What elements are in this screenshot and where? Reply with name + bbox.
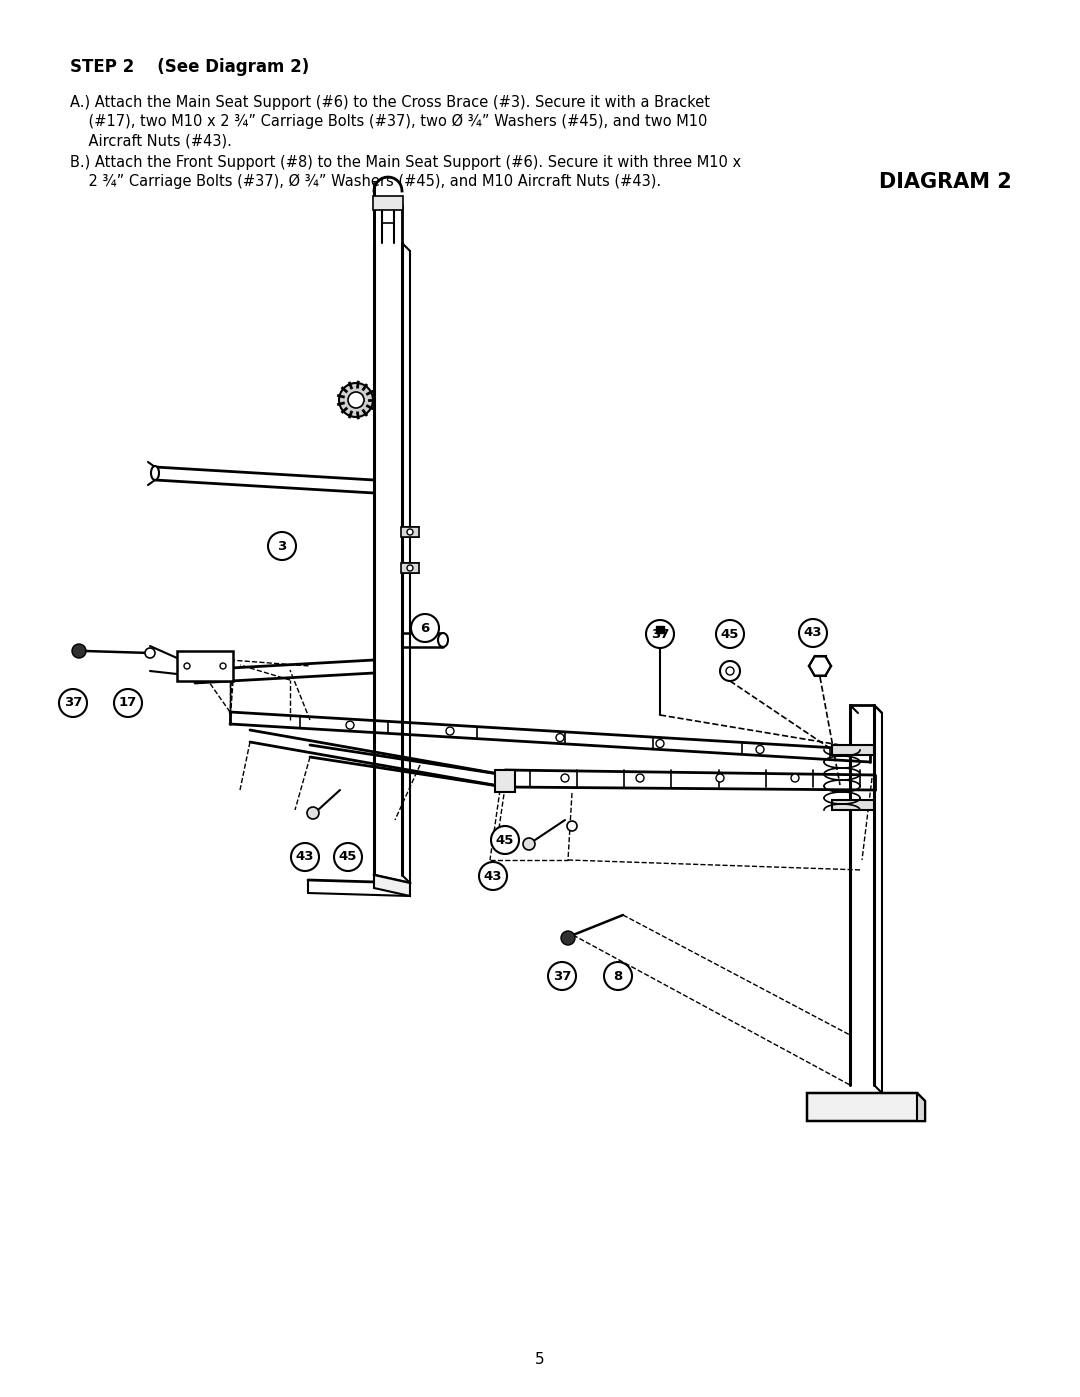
Text: 43: 43	[804, 626, 822, 640]
Circle shape	[561, 774, 569, 782]
Circle shape	[339, 383, 373, 416]
Text: 2 ¾” Carriage Bolts (#37), Ø ¾” Washers (#45), and M10 Aircraft Nuts (#43).: 2 ¾” Carriage Bolts (#37), Ø ¾” Washers …	[70, 175, 661, 190]
Circle shape	[523, 838, 535, 849]
Text: A.) Attach the Main Seat Support (#6) to the Cross Brace (#3). Secure it with a : A.) Attach the Main Seat Support (#6) to…	[70, 95, 710, 110]
Text: 37: 37	[553, 970, 571, 982]
Text: 17: 17	[119, 697, 137, 710]
Circle shape	[567, 821, 577, 831]
Text: 37: 37	[651, 627, 670, 640]
Circle shape	[446, 726, 454, 735]
Circle shape	[407, 564, 413, 571]
Text: 43: 43	[296, 851, 314, 863]
Circle shape	[480, 862, 507, 890]
Polygon shape	[832, 745, 874, 754]
Text: 3: 3	[278, 539, 286, 552]
Polygon shape	[809, 657, 831, 676]
Circle shape	[72, 644, 86, 658]
Text: DIAGRAM 2: DIAGRAM 2	[879, 172, 1012, 191]
Circle shape	[334, 842, 362, 870]
Circle shape	[656, 739, 664, 747]
Bar	[401, 527, 419, 536]
Text: B.) Attach the Front Support (#8) to the Main Seat Support (#6). Secure it with : B.) Attach the Front Support (#8) to the…	[70, 155, 741, 170]
Circle shape	[291, 842, 319, 870]
Circle shape	[556, 733, 564, 742]
Text: 5: 5	[536, 1352, 544, 1368]
Ellipse shape	[438, 633, 448, 647]
Polygon shape	[832, 800, 874, 810]
Circle shape	[491, 826, 519, 854]
Circle shape	[720, 661, 740, 680]
Circle shape	[716, 774, 724, 782]
Circle shape	[636, 774, 644, 782]
Bar	[656, 626, 664, 633]
Text: 43: 43	[484, 869, 502, 883]
Text: 45: 45	[496, 834, 514, 847]
Circle shape	[407, 529, 413, 535]
Bar	[401, 563, 419, 573]
Polygon shape	[374, 875, 410, 895]
Text: 8: 8	[613, 970, 623, 982]
Circle shape	[114, 689, 141, 717]
Text: 45: 45	[339, 851, 357, 863]
Circle shape	[791, 774, 799, 782]
Circle shape	[561, 930, 575, 944]
Circle shape	[716, 620, 744, 648]
Circle shape	[346, 721, 354, 729]
Polygon shape	[177, 651, 233, 680]
Text: Aircraft Nuts (#43).: Aircraft Nuts (#43).	[70, 133, 232, 148]
Text: 37: 37	[64, 697, 82, 710]
Circle shape	[548, 963, 576, 990]
Polygon shape	[495, 770, 515, 792]
Circle shape	[348, 393, 364, 408]
Circle shape	[220, 664, 226, 669]
Circle shape	[307, 807, 319, 819]
Circle shape	[726, 666, 734, 675]
Ellipse shape	[151, 467, 159, 481]
Text: 6: 6	[420, 622, 430, 634]
Circle shape	[268, 532, 296, 560]
Circle shape	[646, 620, 674, 648]
Bar	[373, 196, 403, 210]
Circle shape	[799, 619, 827, 647]
Text: 45: 45	[720, 627, 739, 640]
Polygon shape	[917, 1092, 924, 1120]
Circle shape	[59, 689, 87, 717]
Text: (#17), two M10 x 2 ¾” Carriage Bolts (#37), two Ø ¾” Washers (#45), and two M10: (#17), two M10 x 2 ¾” Carriage Bolts (#3…	[70, 115, 707, 130]
Text: STEP 2    (See Diagram 2): STEP 2 (See Diagram 2)	[70, 59, 309, 75]
Polygon shape	[807, 1092, 924, 1120]
Circle shape	[756, 746, 764, 753]
Circle shape	[145, 648, 156, 658]
Circle shape	[604, 963, 632, 990]
Circle shape	[411, 615, 438, 643]
Circle shape	[184, 664, 190, 669]
